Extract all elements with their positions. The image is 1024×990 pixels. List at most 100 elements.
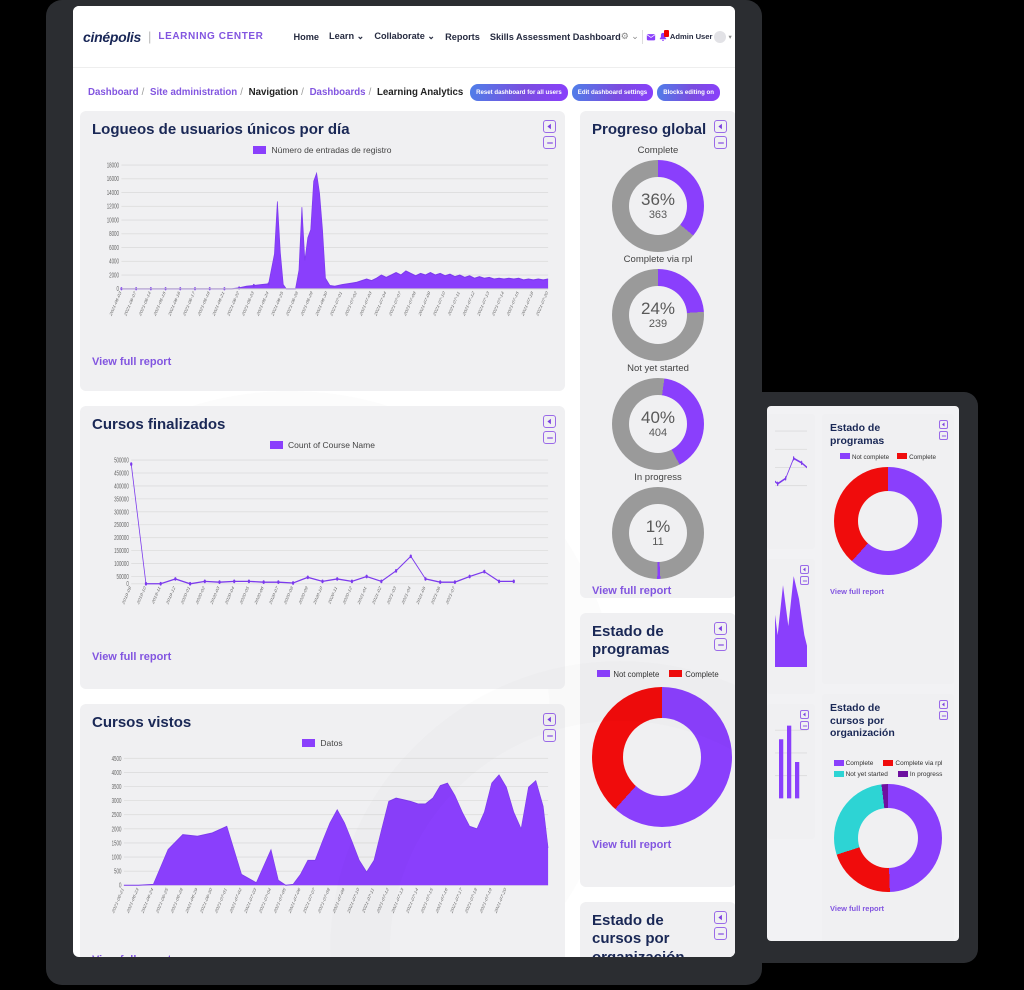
svg-text:2021-07-09: 2021-07-09 xyxy=(418,290,431,318)
svg-text:1000: 1000 xyxy=(112,854,122,863)
svg-text:2021-06-07: 2021-06-07 xyxy=(124,290,137,318)
svg-text:8000: 8000 xyxy=(109,232,119,239)
svg-text:2021-07-13: 2021-07-13 xyxy=(391,887,405,916)
svg-text:10000: 10000 xyxy=(107,218,120,225)
svg-text:2021-06-21: 2021-06-21 xyxy=(111,887,125,916)
svg-text:2021-07-06: 2021-07-06 xyxy=(288,887,302,916)
svg-text:2021-01: 2021-01 xyxy=(357,585,367,606)
svg-text:200000: 200000 xyxy=(114,536,129,543)
svg-text:2021-07-01: 2021-07-01 xyxy=(214,887,228,916)
svg-text:2021-07-18: 2021-07-18 xyxy=(465,887,479,916)
svg-text:2021-06-24: 2021-06-24 xyxy=(256,290,269,318)
svg-text:6000: 6000 xyxy=(109,245,119,252)
svg-text:2021-07-12: 2021-07-12 xyxy=(462,290,475,318)
svg-text:2021-06-23: 2021-06-23 xyxy=(126,887,140,916)
svg-text:2021-07-14: 2021-07-14 xyxy=(406,887,420,916)
svg-text:2021-06-24: 2021-06-24 xyxy=(141,887,155,916)
svg-text:500: 500 xyxy=(114,868,122,877)
svg-text:2021-06-29: 2021-06-29 xyxy=(300,290,313,318)
svg-text:50000: 50000 xyxy=(117,574,130,581)
svg-text:2021-02: 2021-02 xyxy=(372,585,382,606)
svg-text:2021-07-20: 2021-07-20 xyxy=(494,887,508,916)
svg-text:2021-06-15: 2021-06-15 xyxy=(153,290,166,318)
svg-text:4000: 4000 xyxy=(109,259,119,266)
svg-text:450000: 450000 xyxy=(114,471,129,478)
svg-text:2020-06: 2020-06 xyxy=(254,585,264,606)
svg-text:2020-12: 2020-12 xyxy=(342,585,352,606)
svg-text:2021-05: 2021-05 xyxy=(416,585,426,606)
svg-text:2021-06-23: 2021-06-23 xyxy=(241,290,254,318)
svg-text:2021-07-09: 2021-07-09 xyxy=(332,887,346,916)
svg-text:2021-07-16: 2021-07-16 xyxy=(435,887,449,916)
svg-text:2021-06-25: 2021-06-25 xyxy=(156,887,170,916)
svg-text:2021-06-21: 2021-06-21 xyxy=(212,290,225,318)
svg-text:2021-07-10: 2021-07-10 xyxy=(347,887,361,916)
svg-text:2019-11: 2019-11 xyxy=(151,585,161,606)
svg-text:14000: 14000 xyxy=(107,190,120,197)
svg-text:2021-07-19: 2021-07-19 xyxy=(479,887,493,916)
svg-text:2020-05: 2020-05 xyxy=(239,585,249,606)
svg-text:2021-07-04: 2021-07-04 xyxy=(374,290,387,318)
svg-text:2021-07-15: 2021-07-15 xyxy=(506,290,519,318)
svg-text:2020-04: 2020-04 xyxy=(225,585,235,606)
svg-text:2021-06-16: 2021-06-16 xyxy=(168,290,181,318)
svg-text:12000: 12000 xyxy=(107,204,120,211)
svg-text:2021-07-03: 2021-07-03 xyxy=(244,887,258,916)
svg-text:2021-06-18: 2021-06-18 xyxy=(197,290,210,318)
svg-text:2020-01: 2020-01 xyxy=(180,585,190,606)
svg-text:2021-07-11: 2021-07-11 xyxy=(362,887,376,915)
svg-text:2020-08: 2020-08 xyxy=(283,585,293,606)
svg-text:2021-07-15: 2021-07-15 xyxy=(420,887,434,916)
svg-text:2021-07-18: 2021-07-18 xyxy=(521,290,534,318)
svg-text:500000: 500000 xyxy=(114,458,129,465)
svg-text:2021-07-02: 2021-07-02 xyxy=(344,290,357,318)
svg-text:2020-09: 2020-09 xyxy=(298,585,308,606)
svg-text:2021-06-14: 2021-06-14 xyxy=(138,290,151,318)
svg-text:2020-02: 2020-02 xyxy=(195,585,205,606)
svg-text:2021-07-13: 2021-07-13 xyxy=(477,290,490,318)
svg-text:2021-07-01: 2021-07-01 xyxy=(330,290,343,318)
svg-text:2021-07-08: 2021-07-08 xyxy=(403,290,416,318)
svg-text:2000: 2000 xyxy=(112,826,122,835)
svg-text:2021-06-03: 2021-06-03 xyxy=(109,290,122,318)
svg-text:2021-07-07: 2021-07-07 xyxy=(389,290,402,318)
svg-text:2019-12: 2019-12 xyxy=(166,585,176,606)
svg-text:100000: 100000 xyxy=(114,561,129,568)
svg-text:2020-10: 2020-10 xyxy=(313,585,323,606)
svg-text:2019-10: 2019-10 xyxy=(136,585,146,606)
svg-text:2021-07-20: 2021-07-20 xyxy=(536,290,549,318)
svg-text:2021-07-05: 2021-07-05 xyxy=(273,887,287,916)
svg-text:18000: 18000 xyxy=(107,163,120,170)
svg-text:2020-11: 2020-11 xyxy=(328,585,338,606)
svg-text:2021-06-28: 2021-06-28 xyxy=(170,887,184,916)
svg-text:2021-07-02: 2021-07-02 xyxy=(229,887,243,916)
svg-text:2021-07-17: 2021-07-17 xyxy=(450,887,464,916)
svg-text:2021-06-30: 2021-06-30 xyxy=(315,290,328,318)
svg-text:2021-06-30: 2021-06-30 xyxy=(200,887,214,916)
svg-text:400000: 400000 xyxy=(114,484,129,491)
svg-text:1500: 1500 xyxy=(112,840,122,849)
svg-text:2021-06-28: 2021-06-28 xyxy=(286,290,299,318)
svg-text:2020-03: 2020-03 xyxy=(210,585,220,606)
svg-text:2021-07-03: 2021-07-03 xyxy=(359,290,372,318)
svg-text:2021-07: 2021-07 xyxy=(445,585,455,606)
svg-text:2021-07-14: 2021-07-14 xyxy=(491,290,504,318)
svg-text:2021-06-29: 2021-06-29 xyxy=(185,887,199,916)
svg-text:300000: 300000 xyxy=(114,510,129,517)
svg-text:2000: 2000 xyxy=(109,273,119,280)
svg-text:4000: 4000 xyxy=(112,769,122,778)
svg-text:150000: 150000 xyxy=(114,549,129,556)
svg-text:2021-07-11: 2021-07-11 xyxy=(448,290,461,317)
svg-text:2021-07-12: 2021-07-12 xyxy=(376,887,390,916)
svg-text:250000: 250000 xyxy=(114,523,129,530)
svg-text:2021-07-04: 2021-07-04 xyxy=(259,887,273,916)
svg-text:4500: 4500 xyxy=(112,755,122,764)
svg-text:3000: 3000 xyxy=(112,797,122,806)
svg-text:2020-07: 2020-07 xyxy=(269,585,279,606)
svg-text:2021-07-07: 2021-07-07 xyxy=(303,887,317,916)
svg-text:16000: 16000 xyxy=(107,177,120,184)
svg-text:2021-04: 2021-04 xyxy=(401,585,411,606)
svg-text:2500: 2500 xyxy=(112,811,122,820)
svg-text:2021-06: 2021-06 xyxy=(431,585,441,606)
svg-text:2021-06-22: 2021-06-22 xyxy=(227,290,240,318)
